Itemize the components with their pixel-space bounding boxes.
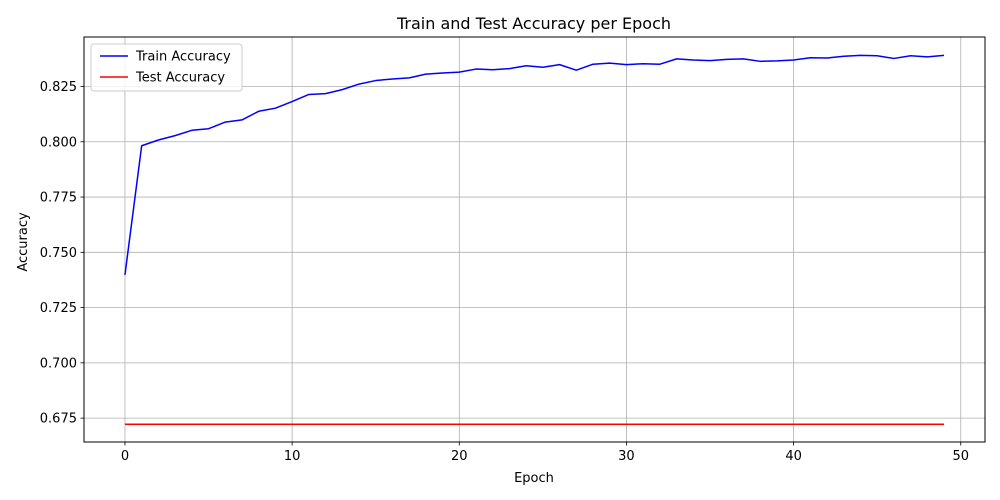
- x-tick-label: 10: [284, 449, 301, 464]
- legend-box: [90, 43, 243, 92]
- y-tick-label: 0.775: [40, 191, 77, 206]
- y-tick-label: 0.675: [40, 412, 77, 427]
- plot-frame: [83, 36, 986, 443]
- x-tick-label: 40: [785, 449, 802, 464]
- y-axis-title: Accuracy: [16, 212, 31, 272]
- x-tick-label: 50: [952, 449, 969, 464]
- chart-title: Train and Test Accuracy per Epoch: [396, 14, 671, 33]
- x-tick-label: 0: [121, 449, 129, 464]
- train-accuracy-line: [124, 54, 945, 275]
- y-tick-label: 0.725: [40, 301, 77, 316]
- y-tick-label: 0.700: [40, 356, 77, 371]
- x-axis-ticks: 0 10 20 30 40 50: [121, 442, 969, 464]
- y-axis-ticks: 0.675 0.700 0.725 0.750 0.775 0.800 0.825: [40, 80, 84, 427]
- train-accuracy-legend-label: Train Accuracy: [135, 50, 231, 65]
- legend: Train Accuracy Test Accuracy: [90, 43, 243, 92]
- test-accuracy-legend-label: Test Accuracy: [135, 71, 225, 86]
- x-tick-label: 30: [618, 449, 635, 464]
- grid: [84, 37, 985, 442]
- y-tick-label: 0.825: [40, 80, 77, 95]
- x-axis-title: Epoch: [514, 471, 554, 486]
- y-tick-label: 0.750: [40, 246, 77, 261]
- series-layer: [124, 54, 945, 426]
- x-tick-label: 20: [451, 449, 468, 464]
- y-tick-label: 0.800: [40, 135, 77, 150]
